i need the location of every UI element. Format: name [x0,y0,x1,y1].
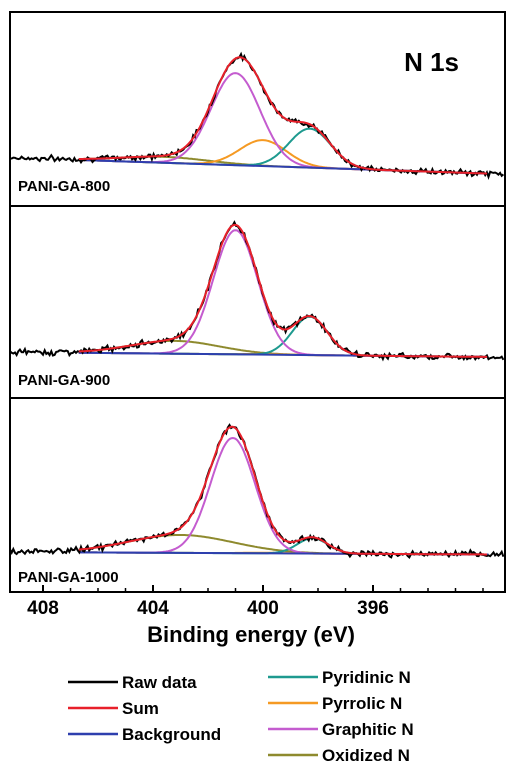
legend-label: Pyridinic N [322,668,411,687]
x-axis-label: Binding energy (eV) [147,622,355,647]
panel-2: PANI-GA-900 [9,220,505,389]
panel-label: PANI-GA-1000 [18,569,119,586]
x-tick-label: 408 [27,598,59,619]
plot-border [9,11,506,593]
legend-label: Sum [122,699,159,718]
x-tick-label: 396 [357,598,389,619]
panel-3: PANI-GA-1000 [9,423,505,586]
x-tick-label: 404 [137,598,169,619]
legend-label: Background [122,725,221,744]
panel-1: PANI-GA-800 [10,51,505,195]
series-sum-line [78,56,488,175]
series-raw-data-line [9,220,505,362]
plot-frame [9,11,506,593]
legend-item-raw-data: Raw data [68,673,197,692]
legend-item-pyrrolic-n: Pyrrolic N [268,694,402,713]
legend-label: Oxidized N [322,746,410,765]
series-graphitic-n-line [78,229,488,358]
legend-item-graphitic-n: Graphitic N [268,720,414,739]
x-axis: 408 404 400 396 [27,585,484,619]
legend-item-sum: Sum [68,699,159,718]
legend: Raw data Sum Background Pyridinic N Pyrrolic… [68,668,414,765]
series-sum-line [78,223,488,358]
panel-label: PANI-GA-900 [18,372,110,389]
legend-label: Pyrrolic N [322,694,402,713]
legend-item-pyridinic-n: Pyridinic N [268,668,411,687]
legend-label: Graphitic N [322,720,414,739]
x-tick-label: 400 [247,598,279,619]
series-pyridinic-n-line [78,315,488,358]
legend-item-oxidized-n: Oxidized N [268,746,410,765]
series-sum-line [78,425,488,556]
legend-item-background: Background [68,725,221,744]
legend-label: Raw data [122,673,197,692]
panel-label: PANI-GA-800 [18,178,110,195]
panels-layer: PANI-GA-800 PANI-GA-900 PANI-GA-1000 [9,51,505,586]
chart-title: N 1s [404,47,459,77]
